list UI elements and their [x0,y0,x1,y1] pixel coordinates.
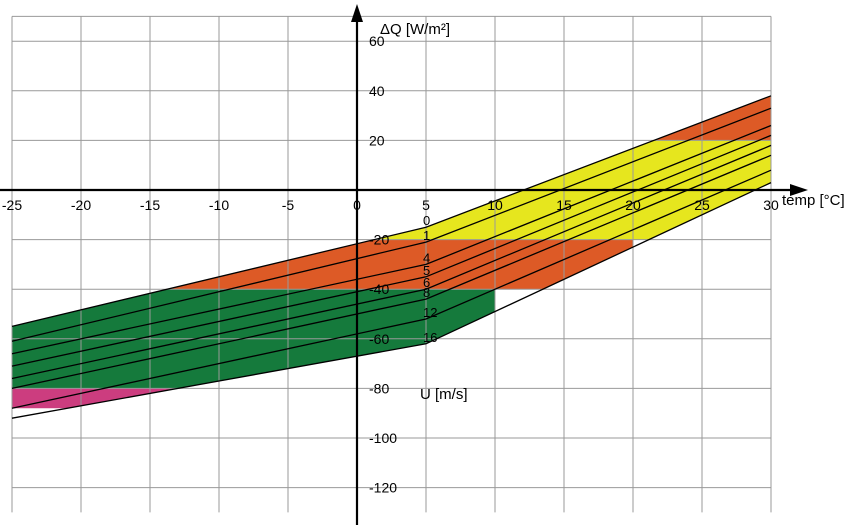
series-lines [11,95,772,419]
series-line-1 [11,107,772,342]
band-2 [12,239,633,290]
x-tick-label: -15 [140,197,160,213]
x-tick-label: 10 [487,197,503,213]
x-tick-label: -10 [209,197,229,213]
y-axis-title: ΔQ [W/m²] [380,21,450,38]
color-bands [12,95,771,409]
x-tick-label: 0 [353,197,361,213]
series-label-0: 0 [423,213,430,228]
x-axis-title: temp [°C] [782,192,845,209]
y-tick-label: 60 [369,33,385,49]
x-tick-label: -20 [71,197,91,213]
y-tick-label: 40 [369,83,385,99]
y-tick-label: -20 [369,232,389,248]
series-label-12: 12 [423,305,437,320]
series-label-1: 1 [423,228,430,243]
x-tick-label: 5 [422,197,430,213]
y-tick-label: -80 [369,380,389,396]
y-tick-label: -100 [369,430,397,446]
y-axis-arrow [351,4,363,22]
x-tick-label: 20 [625,197,641,213]
series-line-6 [11,144,772,380]
y-tick-label: -40 [369,281,389,297]
axes [0,4,808,525]
series-line-5 [11,134,772,367]
x-tick-label: -5 [282,197,295,213]
y-tick-label: 20 [369,132,385,148]
x-tick-label: 25 [694,197,710,213]
series-line-16 [11,182,772,419]
series-label-6: 6 [423,275,430,290]
y-tick-label: -120 [369,480,397,496]
x-tick-label: 30 [763,197,779,213]
series-label-16: 16 [423,330,437,345]
x-tick-label: -25 [2,197,22,213]
x-tick-label: 15 [556,197,572,213]
series-label-5: 5 [423,263,430,278]
series-line-0 [11,95,772,328]
y-tick-label: -60 [369,331,389,347]
series-label-8: 8 [423,285,430,300]
series-line-4 [11,124,772,355]
series-unit-label: U [m/s] [420,386,468,403]
series-label-4: 4 [423,250,430,265]
series-line-8 [11,154,772,390]
series-line-12 [11,169,772,409]
x-axis-arrow [790,184,808,196]
